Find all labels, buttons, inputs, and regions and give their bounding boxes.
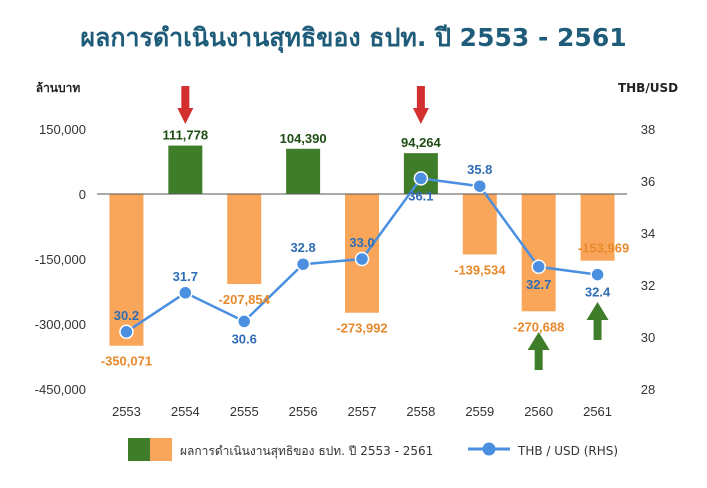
legend-line-label: THB / USD (RHS) bbox=[517, 444, 618, 458]
bar-label-2560: -270,688 bbox=[513, 319, 564, 334]
bar-2555 bbox=[227, 194, 262, 285]
arrow-down-icon-2554 bbox=[177, 86, 194, 124]
x-tick-label: 2553 bbox=[112, 404, 141, 419]
y-tick-label: 150,000 bbox=[39, 122, 86, 137]
fx-label-2557: 33.0 bbox=[349, 235, 374, 250]
x-tick-label: 2560 bbox=[524, 404, 553, 419]
y-tick-label: 0 bbox=[79, 187, 86, 202]
bar-2554 bbox=[168, 145, 203, 194]
arrow-up-icon-2561 bbox=[586, 302, 609, 340]
y2-tick-label: 28 bbox=[641, 382, 655, 397]
bar-2561 bbox=[580, 194, 615, 261]
bar-label-2553: -350,071 bbox=[101, 354, 152, 369]
fx-label-2559: 35.8 bbox=[467, 162, 492, 177]
y2-tick-label: 36 bbox=[641, 174, 655, 189]
y2-tick-label: 30 bbox=[641, 330, 655, 345]
legend-swatch-positive bbox=[128, 438, 150, 461]
fx-point-2559 bbox=[472, 178, 488, 194]
fx-point-2560 bbox=[531, 259, 546, 275]
fx-label-2554: 31.7 bbox=[173, 269, 198, 284]
x-tick-label: 2554 bbox=[171, 404, 200, 419]
bar-2560 bbox=[521, 194, 556, 312]
bar-2559 bbox=[462, 194, 497, 255]
fx-label-2560: 32.7 bbox=[526, 277, 551, 292]
bar-2553 bbox=[109, 194, 144, 346]
fx-point-2561 bbox=[590, 267, 605, 282]
x-tick-label: 2561 bbox=[583, 404, 612, 419]
x-tick-label: 2559 bbox=[465, 404, 494, 419]
x-tick-label: 2558 bbox=[406, 404, 435, 419]
bar-label-2558: 94,264 bbox=[401, 135, 442, 150]
arrow-up-icon-2560 bbox=[527, 332, 550, 370]
x-tick-label: 2556 bbox=[289, 404, 318, 419]
bar-label-2557: -273,992 bbox=[336, 321, 387, 336]
fx-point-2555 bbox=[236, 314, 252, 329]
x-tick-label: 2557 bbox=[348, 404, 377, 419]
fx-label-2553: 30.2 bbox=[114, 308, 139, 323]
fx-point-2556 bbox=[295, 256, 311, 272]
legend-swatch-negative bbox=[150, 438, 172, 461]
y-tick-label: -300,000 bbox=[35, 317, 86, 332]
fx-point-2557 bbox=[354, 251, 370, 267]
y2-tick-label: 32 bbox=[641, 278, 655, 293]
y-tick-label: -150,000 bbox=[35, 252, 86, 267]
bar-label-2561: -153,969 bbox=[578, 241, 629, 256]
fx-point-2554 bbox=[178, 285, 193, 301]
x-tick-label: 2555 bbox=[230, 404, 259, 419]
fx-point-2553 bbox=[119, 324, 134, 340]
fx-label-2558: 36.1 bbox=[408, 188, 433, 203]
fx-label-2556: 32.8 bbox=[290, 240, 315, 255]
legend-bar-label: ผลการดำเนินงานสุทธิของ ธปท. ปี 2553 - 25… bbox=[180, 444, 433, 459]
fx-point-2558 bbox=[413, 171, 429, 186]
chart-title: ผลการดำเนินงานสุทธิของ ธปท. ปี 2553 - 25… bbox=[80, 23, 627, 52]
bar-2556 bbox=[286, 148, 321, 194]
y2-tick-label: 38 bbox=[641, 122, 655, 137]
y2-axis-label: THB/USD bbox=[618, 81, 678, 95]
arrow-down-icon-2558 bbox=[412, 86, 429, 124]
fx-label-2561: 32.4 bbox=[585, 285, 611, 300]
y2-tick-label: 34 bbox=[641, 226, 655, 241]
y-tick-label: -450,000 bbox=[35, 382, 86, 397]
y-axis-label: ล้านบาท bbox=[36, 81, 81, 95]
fx-label-2555: 30.6 bbox=[232, 331, 257, 346]
legend-point-icon bbox=[482, 442, 496, 456]
bar-label-2554: 111,778 bbox=[163, 128, 209, 143]
bar-label-2559: -139,534 bbox=[454, 262, 506, 277]
bar-label-2556: 104,390 bbox=[280, 131, 327, 146]
bar-label-2555: -207,854 bbox=[219, 292, 271, 307]
